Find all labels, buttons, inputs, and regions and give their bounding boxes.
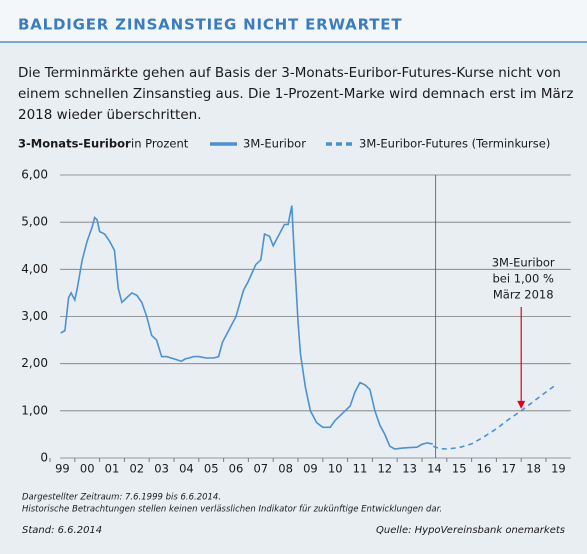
subtitle: 2018 wieder überschritten.: [18, 107, 202, 123]
header: [0, 0, 587, 42]
x-tick-label: 12: [377, 462, 392, 476]
x-tick-label: 10: [328, 462, 343, 476]
y-unit-label: in Prozent: [131, 137, 189, 151]
y-tick-label: 1,00: [21, 403, 48, 417]
subtitle: Die Terminmärkte gehen auf Basis der 3-M…: [18, 65, 561, 81]
y-tick-label: 2,00: [21, 356, 48, 370]
x-tick-label: 13: [402, 462, 417, 476]
x-tick-label: 01: [105, 462, 120, 476]
annotation: 3M-Euribor: [492, 256, 555, 270]
x-tick-label: 00: [80, 462, 95, 476]
annotation-arrowhead: [517, 400, 526, 409]
footnote: Dargestellter Zeitraum: 7.6.1999 bis 6.6…: [22, 493, 221, 503]
x-tick-label: 04: [179, 462, 194, 476]
x-tick-label: 07: [253, 462, 268, 476]
source: Quelle: HypoVereinsbank onemarkets: [376, 525, 565, 536]
x-tick-label: 15: [452, 462, 467, 476]
series-line: [432, 384, 557, 450]
x-tick-label: 18: [526, 462, 541, 476]
y-tick-label: 3,00: [21, 309, 48, 323]
y-tick-label: 0: [40, 451, 48, 465]
annotation: März 2018: [493, 288, 554, 302]
x-tick-label: 11: [353, 462, 368, 476]
x-tick-label: 14: [427, 462, 442, 476]
y-label: 3-Monats-Euribor: [18, 137, 131, 151]
x-tick-label: 05: [204, 462, 219, 476]
legend-label: 3M-Euribor-Futures (Terminkurse): [359, 137, 550, 151]
y-tick-label: 5,00: [21, 215, 48, 229]
x-tick-label: 17: [501, 462, 516, 476]
x-tick-label: 02: [129, 462, 144, 476]
x-tick-label: 16: [477, 462, 492, 476]
series-line: [60, 205, 433, 450]
x-tick-label: 06: [229, 462, 244, 476]
x-tick-label: 03: [154, 462, 169, 476]
x-tick-label: 08: [278, 462, 293, 476]
x-tick-label: 09: [303, 462, 318, 476]
footnote: Historische Betrachtungen stellen keinen…: [22, 505, 442, 515]
y-tick-label: 4,00: [21, 262, 48, 276]
x-tick-label: 19: [551, 462, 566, 476]
chart-title: BALDIGER ZINSANSTIEG NICHT ERWARTET: [18, 16, 402, 34]
subtitle: einem schnellen Zinsanstieg aus. Die 1-P…: [18, 86, 573, 102]
date-note: Stand: 6.6.2014: [22, 525, 102, 536]
y-tick-label: 6,00: [21, 168, 48, 182]
annotation: bei 1,00 %: [492, 272, 553, 286]
legend-label: 3M-Euribor: [243, 137, 306, 151]
x-tick-label: 99: [55, 462, 70, 476]
